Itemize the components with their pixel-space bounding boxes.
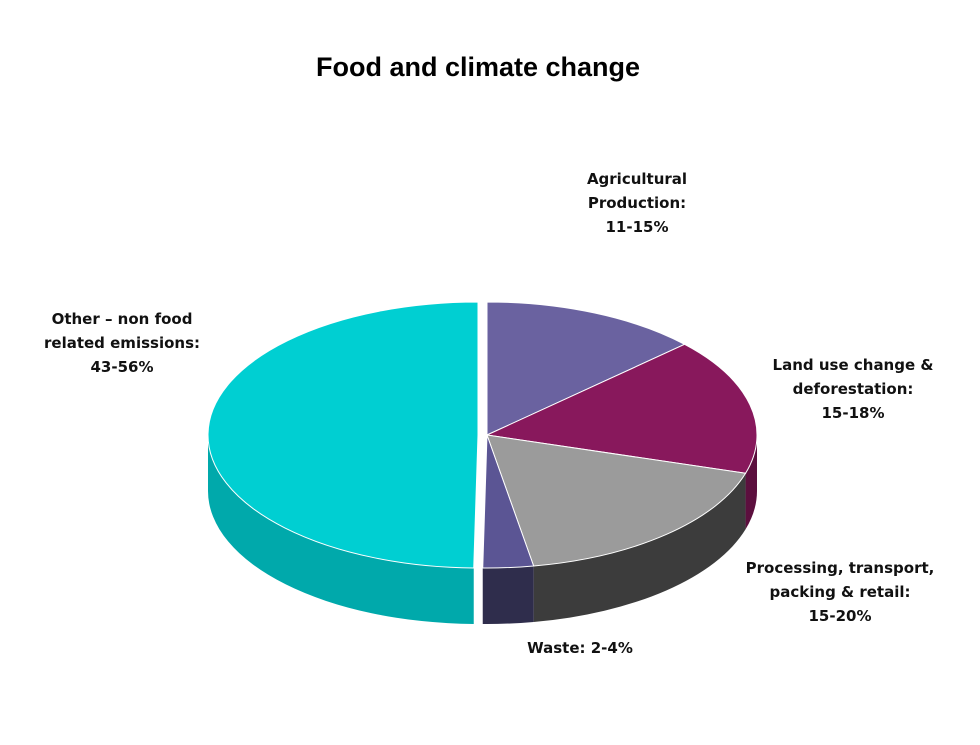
pie-slice-land-use-change-deforestation (485, 343, 758, 474)
pie-slice-side-land-use-change-deforestation (745, 435, 757, 530)
data-label: deforestation: (793, 380, 914, 398)
label-other: Other – non food related emissions: 43-5… (44, 310, 200, 376)
data-label: related emissions: (44, 334, 200, 352)
data-label: 11-15% (605, 218, 668, 236)
data-label: Agricultural (587, 170, 687, 188)
data-label: 15-20% (808, 607, 871, 625)
pie-slice-waste (482, 434, 535, 569)
data-label: packing & retail: (770, 583, 911, 601)
pie-slice-side-other-non-food-related-emissions (208, 434, 474, 624)
pie-slice-other-non-food-related-emissions (207, 301, 479, 569)
data-label: 15-18% (821, 404, 884, 422)
label-processing: Processing, transport, packing & retail:… (746, 559, 935, 625)
data-label: Land use change & (773, 356, 934, 374)
label-land-use: Land use change & deforestation: 15-18% (773, 356, 934, 422)
pie-tops (207, 301, 758, 569)
pie-slice-processing-transport-packing-retail (486, 434, 747, 567)
data-label: Processing, transport, (746, 559, 935, 577)
data-label: 43-56% (90, 358, 153, 376)
label-agricultural: Agricultural Production: 11-15% (587, 170, 687, 236)
pie-sides (208, 434, 757, 624)
data-label: Production: (588, 194, 686, 212)
pie-slice-side-waste (482, 565, 534, 624)
label-waste: Waste: 2-4% (527, 639, 633, 657)
pie-slice-side-processing-transport-packing-retail (533, 473, 746, 622)
data-label: Other – non food (52, 310, 193, 328)
pie-slice-agricultural-production (486, 301, 686, 436)
chart-title: Food and climate change (316, 52, 640, 82)
data-label: Waste: 2-4% (527, 639, 633, 657)
